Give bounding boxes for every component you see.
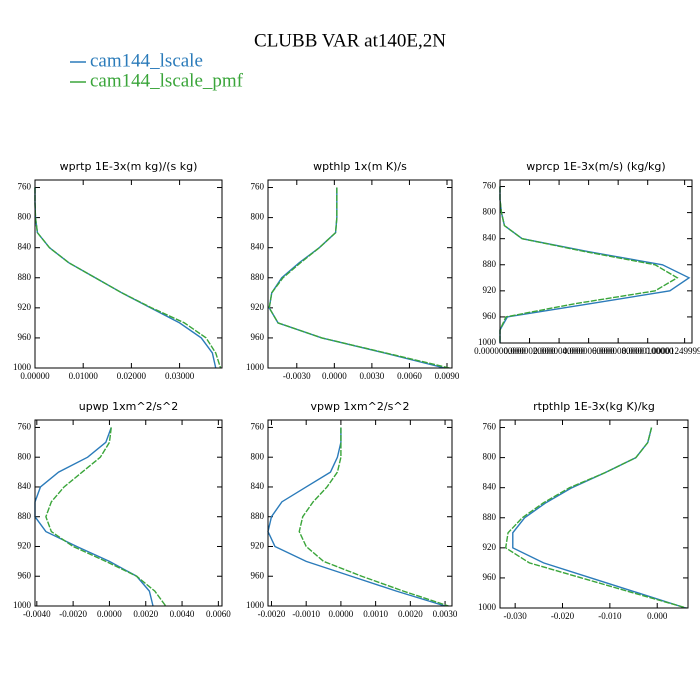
legend-label: cam144_lscale_pmf [90, 70, 244, 91]
x-tick-label: 0.0000 [329, 609, 354, 619]
x-tick-label: -0.0010 [292, 609, 320, 619]
y-tick-label: 800 [18, 212, 32, 222]
y-tick-label: 880 [18, 272, 32, 282]
x-tick-label: 0.00000 [20, 371, 50, 381]
y-tick-label: 1000 [13, 600, 32, 610]
x-tick-label: -0.020 [551, 611, 575, 621]
x-tick-label: 0.0000 [322, 371, 347, 381]
y-tick-label: 880 [483, 512, 497, 522]
y-tick-label: 920 [18, 541, 32, 551]
y-tick-label: 800 [251, 212, 265, 222]
plot-frame [267, 179, 453, 369]
legend-label: cam144_lscale [90, 50, 203, 71]
profile-line [45, 427, 167, 607]
x-tick-label: 0.01000 [69, 371, 99, 381]
y-tick-label: 800 [251, 451, 265, 461]
profile-line [504, 427, 687, 609]
y-tick-label: 960 [483, 311, 497, 321]
x-tick-label: -0.0040 [23, 609, 51, 619]
y-tick-label: 840 [18, 481, 32, 491]
y-tick-label: 880 [18, 511, 32, 521]
y-tick-label: 960 [251, 570, 265, 580]
x-tick-label: 0.0030 [433, 609, 458, 619]
y-tick-label: 960 [18, 332, 32, 342]
y-tick-label: 880 [251, 272, 265, 282]
x-tick-label: 0.0020 [398, 609, 423, 619]
y-tick-label: 840 [18, 242, 32, 252]
x-tick-label: 0.0060 [206, 609, 231, 619]
y-tick-label: 1000 [478, 337, 497, 347]
profile-line [298, 427, 449, 607]
plot-frame [499, 179, 693, 344]
x-tick-label: 0.0020 [133, 609, 158, 619]
x-tick-label: 0.0000040000 [533, 346, 585, 356]
plot-frame [499, 419, 689, 609]
x-tick-label: 0.0000 [97, 609, 122, 619]
panel-title: wprtp 1E-3x(m kg)/(s kg) [60, 160, 198, 173]
y-tick-label: 840 [251, 481, 265, 491]
y-tick-label: 880 [483, 259, 497, 269]
panel-title: rtpthlp 1E-3x(kg K)/kg [533, 400, 655, 413]
profile-line [268, 187, 450, 369]
y-tick-label: 920 [251, 541, 265, 551]
x-tick-label: -0.0020 [258, 609, 286, 619]
x-tick-label: 0.0000124999999000 [645, 346, 700, 356]
x-tick-label: 0.0000020000 [504, 346, 556, 356]
x-tick-label: 0.0000100000 [622, 346, 674, 356]
y-tick-label: 840 [483, 482, 497, 492]
y-tick-label: 800 [483, 207, 497, 217]
y-tick-label: 840 [251, 242, 265, 252]
y-tick-label: 1000 [246, 362, 265, 372]
y-tick-label: 1000 [478, 602, 497, 612]
x-tick-label: -0.0030 [283, 371, 311, 381]
y-tick-label: 760 [18, 422, 32, 432]
y-tick-label: 760 [251, 182, 265, 192]
y-tick-label: 800 [483, 452, 497, 462]
x-tick-label: 0.0090 [435, 371, 460, 381]
y-tick-label: 840 [483, 233, 497, 243]
profile-line [499, 186, 679, 343]
x-tick-label: 0.02000 [117, 371, 147, 381]
x-tick-label: 0.0040 [170, 609, 195, 619]
x-tick-label: -0.010 [598, 611, 622, 621]
x-tick-label: 0.0010 [363, 609, 388, 619]
plot-frame [34, 179, 223, 369]
y-tick-label: 760 [18, 182, 32, 192]
y-tick-label: 920 [483, 542, 497, 552]
y-tick-label: 1000 [13, 362, 32, 372]
y-tick-label: 760 [483, 181, 497, 191]
y-tick-label: 1000 [246, 600, 265, 610]
figure-title: CLUBB VAR at140E,2N [254, 30, 446, 51]
x-tick-label: 0.000 [647, 611, 668, 621]
y-tick-label: 960 [483, 572, 497, 582]
plot-frame [267, 419, 453, 607]
x-tick-label: 0.0000000000 [474, 346, 526, 356]
y-tick-label: 920 [251, 302, 265, 312]
y-tick-label: 960 [251, 332, 265, 342]
profile-line [267, 427, 446, 607]
panel-title: wpthlp 1x(m K)/s [313, 160, 407, 173]
y-tick-label: 760 [251, 422, 265, 432]
x-tick-label: 0.0000080000 [592, 346, 644, 356]
y-tick-label: 760 [483, 422, 497, 432]
x-tick-label: 0.0030 [360, 371, 385, 381]
y-tick-label: 920 [18, 302, 32, 312]
x-tick-label: -0.0020 [59, 609, 87, 619]
x-tick-label: 0.0060 [397, 371, 422, 381]
y-tick-label: 960 [18, 570, 32, 580]
plot-frame [34, 419, 223, 607]
x-tick-label: 0.0000060000 [563, 346, 615, 356]
panel-title: wprcp 1E-3x(m/s) (kg/kg) [526, 160, 665, 173]
x-tick-label: 0.03000 [165, 371, 195, 381]
x-tick-label: -0.030 [504, 611, 528, 621]
panel-title: vpwp 1xm^2/s^2 [310, 400, 409, 413]
y-tick-label: 920 [483, 285, 497, 295]
panel-title: upwp 1xm^2/s^2 [79, 400, 179, 413]
y-tick-label: 800 [18, 451, 32, 461]
y-tick-label: 880 [251, 511, 265, 521]
